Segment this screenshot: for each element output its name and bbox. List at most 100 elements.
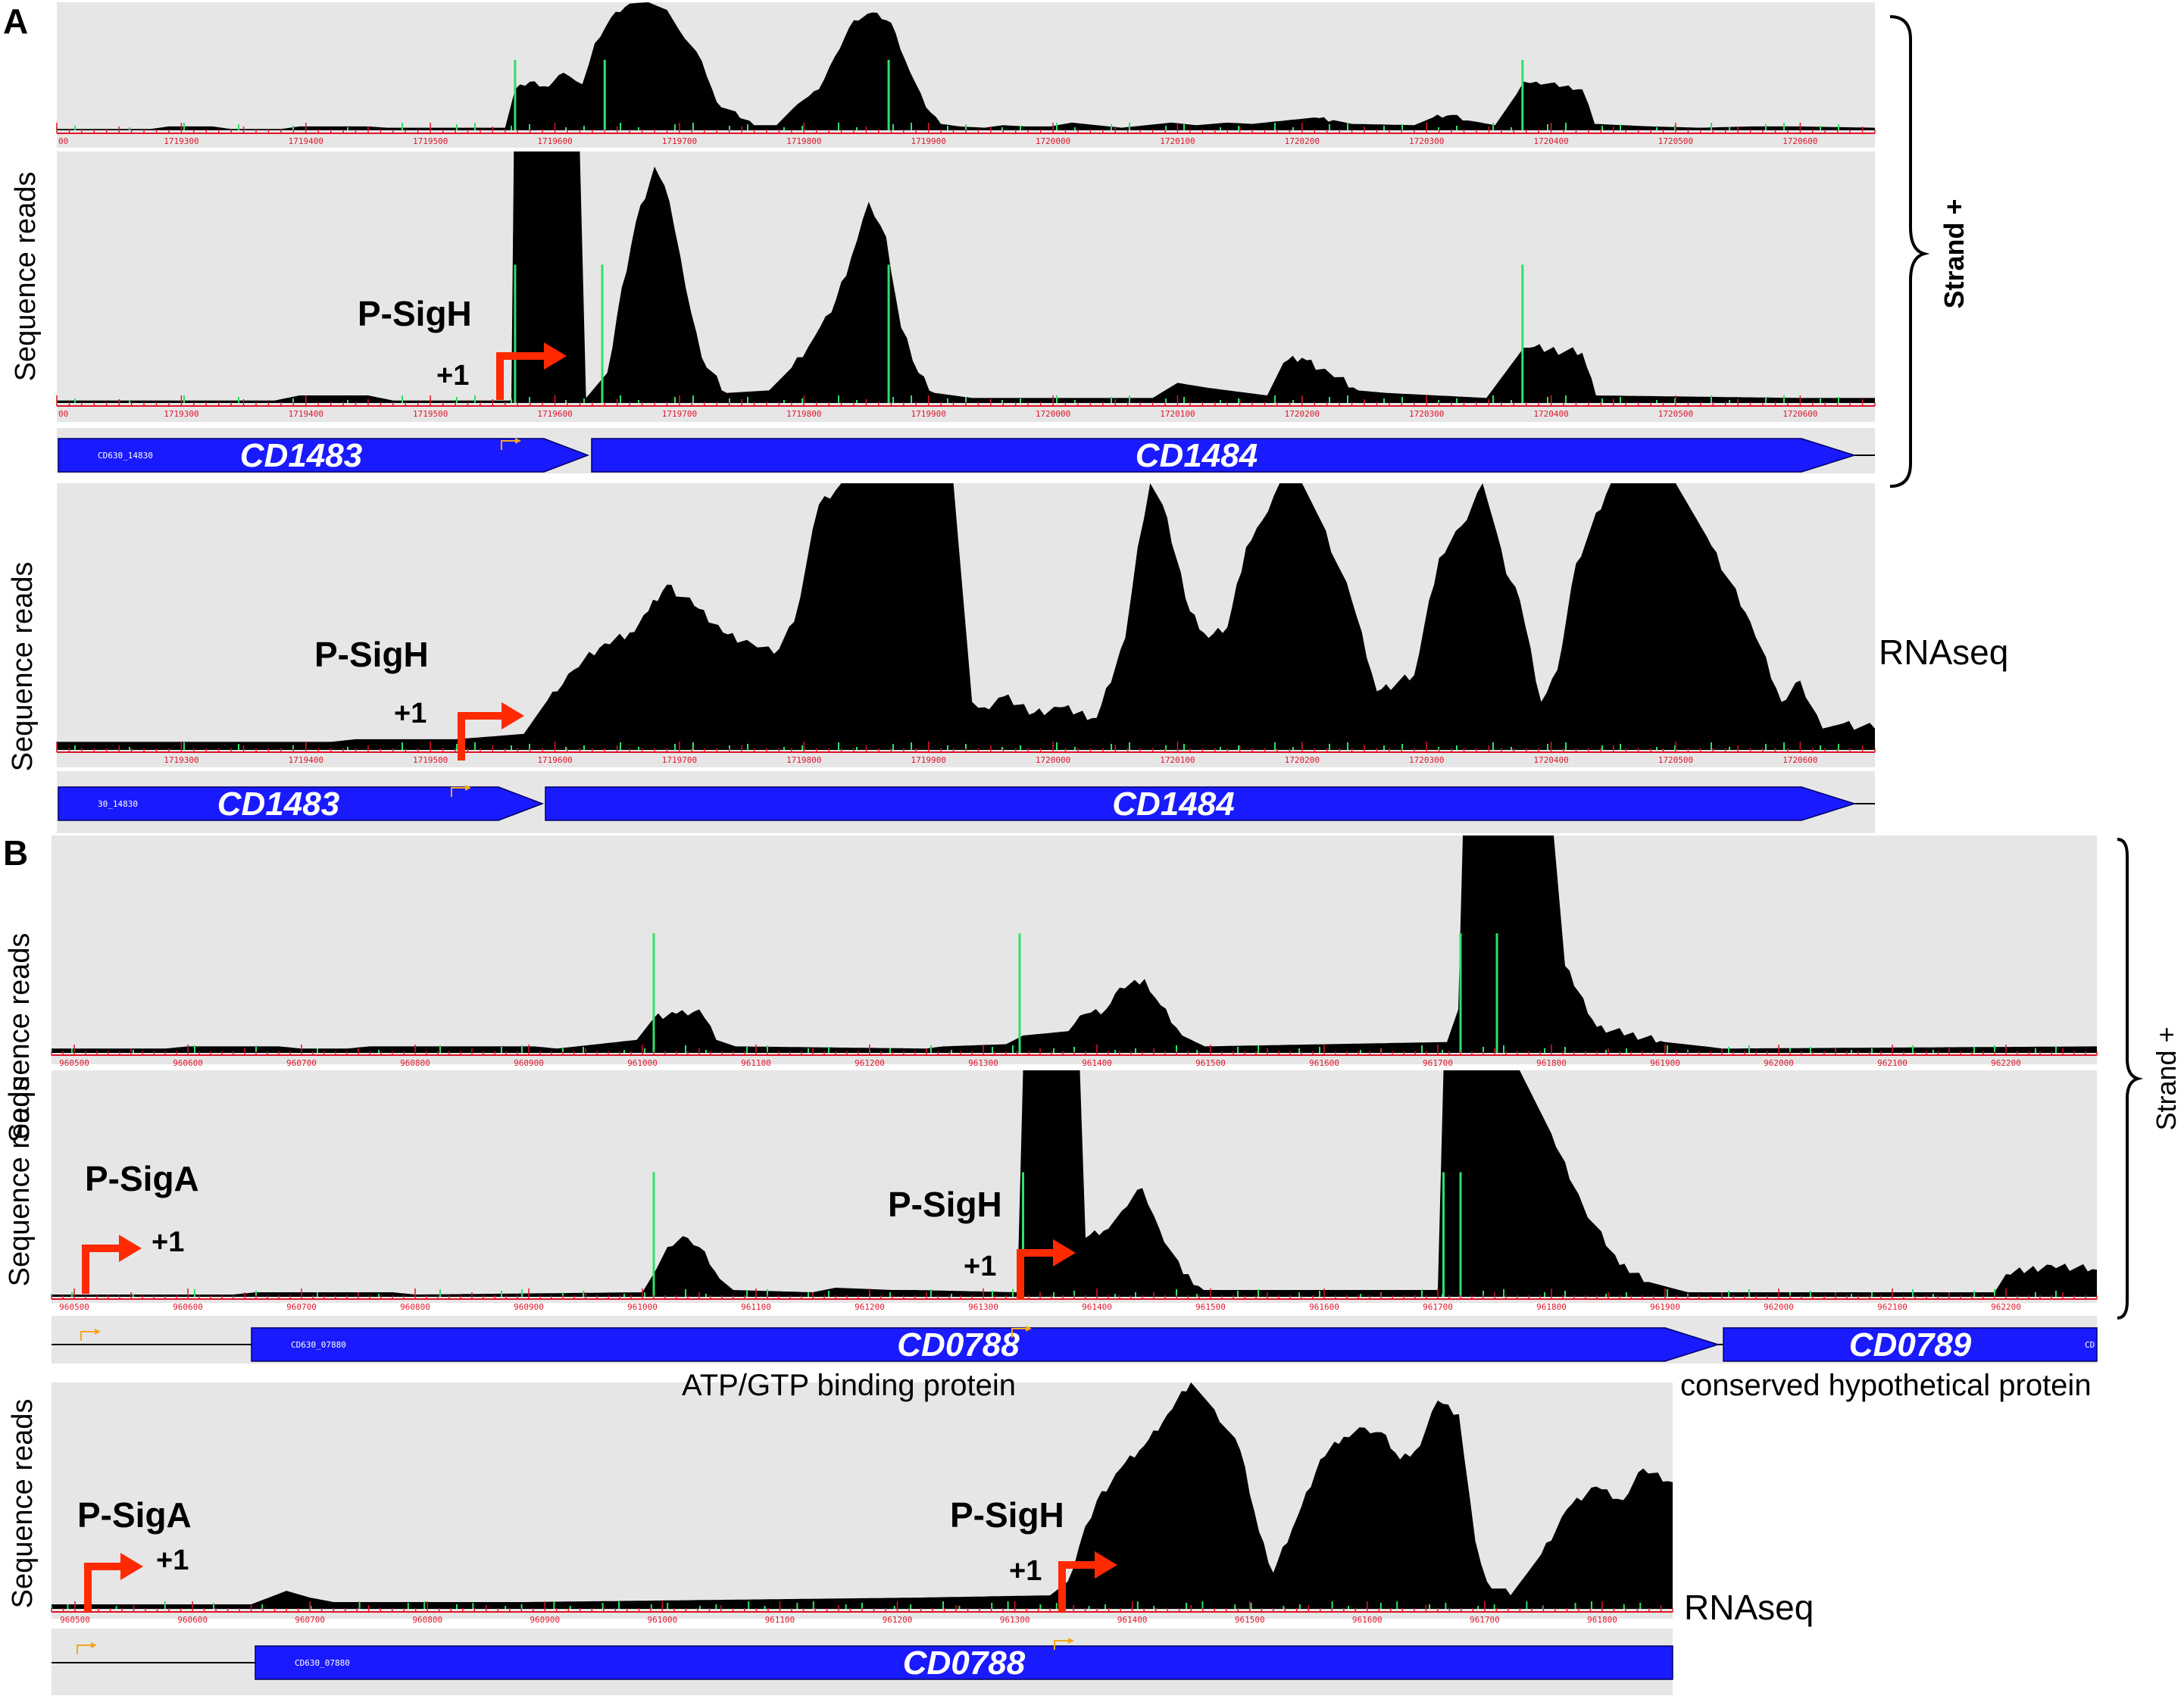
track-b3-ruler: 960500 960600 960700 960800 960900 961000 9611…	[51, 1601, 1673, 1625]
tick-label: 1720000	[1036, 755, 1070, 765]
gene-locus-tag: CD630_07880	[295, 1658, 350, 1668]
tick-label: 960900	[530, 1615, 560, 1625]
tick-label: 1719400	[289, 136, 323, 146]
small-tss-arrowhead-icon	[1068, 1638, 1074, 1644]
tick-label: 1719800	[786, 409, 821, 419]
gene-desc-cd0788: ATP/GTP binding protein	[682, 1369, 1016, 1402]
promoter-sigh-a3: P-SigH	[314, 635, 429, 674]
tick-label: 961400	[1082, 1302, 1112, 1312]
gene-name: CD1483	[217, 786, 339, 823]
promoter-siga-b3: P-SigA	[77, 1495, 192, 1535]
tick-label: 960700	[295, 1615, 325, 1625]
small-tss-arrow-icon	[80, 1331, 96, 1341]
tick-label: 962000	[1764, 1058, 1794, 1068]
tick-label: 1719900	[911, 409, 946, 419]
tick-label: 1720300	[1409, 136, 1444, 146]
strand-brace-a	[1889, 15, 1930, 488]
tick-label: 960900	[514, 1302, 544, 1312]
track-b-rna-genes: CD630_07880 CD0788	[52, 1638, 1673, 1682]
tick-label: 1720100	[1160, 409, 1195, 419]
small-tss-arrowhead-icon	[515, 438, 521, 444]
tick-label: 962200	[1991, 1302, 2021, 1312]
tick-label: 961700	[1423, 1058, 1453, 1068]
tick-label: 1720300	[1409, 755, 1444, 765]
small-tss-arrow-icon	[451, 787, 467, 797]
gene-arrow	[591, 438, 1857, 473]
tick-label: 1719600	[537, 755, 572, 765]
tick-label: 1720200	[1285, 136, 1320, 146]
tick-label: 1719500	[413, 136, 448, 146]
tick-label: 961600	[1309, 1058, 1339, 1068]
tick-label: 1719700	[662, 409, 697, 419]
tick-label: 1719600	[537, 136, 572, 146]
tick-label: 1719700	[662, 755, 697, 765]
gene-name: CD1484	[1136, 437, 1258, 474]
track-a-rna-genes: 30_14830 CD1483 CD1484	[58, 785, 1875, 823]
tick-label: 961800	[1587, 1615, 1617, 1625]
track-a3-ruler: 1719300 1719400 1719500 1719600 1719700 17198…	[56, 742, 1876, 765]
tick-label: 960500	[59, 1302, 89, 1312]
small-tss-arrowhead-icon	[91, 1642, 97, 1648]
tick-label: 961300	[968, 1302, 998, 1312]
tick-label: 1720000	[1036, 136, 1070, 146]
gene-name: CD1483	[240, 437, 362, 474]
tick-label: 1719300	[164, 409, 198, 419]
track-a-genes: CD630_14830 CD1483 CD1484	[58, 437, 1875, 474]
tick-label: 961400	[1082, 1058, 1112, 1068]
promoter-siga-b2: P-SigA	[85, 1159, 199, 1198]
tick-label: 961000	[627, 1058, 658, 1068]
tick-label: 00	[58, 409, 68, 419]
tick-label: 960600	[173, 1058, 203, 1068]
gene-arrow	[1723, 1327, 2098, 1362]
strand-label-a: Strand +	[1939, 198, 1970, 308]
tick-label: 960900	[514, 1058, 544, 1068]
track-b-genes: CD630_07880 CD0788 CD0789 CD	[52, 1326, 2098, 1363]
ylabel-a-top: Sequence reads	[10, 172, 42, 382]
tick-label: 960800	[400, 1302, 430, 1312]
tick-label: 1719500	[413, 409, 448, 419]
tick-label: 1720500	[1658, 409, 1693, 419]
tss-arrowhead-siga-b3	[120, 1553, 143, 1580]
tick-label: 961300	[1000, 1615, 1030, 1625]
panel-label-b: B	[3, 833, 28, 873]
gene-arrow	[58, 438, 590, 473]
tss-plus1-a2: +1	[436, 360, 469, 392]
tss-arrowhead-a3	[501, 702, 524, 729]
tick-label: 962100	[1877, 1058, 1907, 1068]
tick-label: 1720500	[1658, 755, 1693, 765]
tss-plus1-siga-b2: +1	[152, 1226, 184, 1258]
tick-label: 961500	[1195, 1058, 1226, 1068]
tick-label: 961100	[741, 1058, 771, 1068]
gene-locus-tag: 30_14830	[98, 799, 138, 809]
small-tss-arrow-icon	[77, 1644, 92, 1654]
tick-label: 960700	[286, 1302, 317, 1312]
rnaseq-label-b: RNAseq	[1684, 1588, 1814, 1627]
tick-label: 1719600	[537, 409, 572, 419]
tick-label: 1720400	[1533, 755, 1568, 765]
tss-arrowhead-sigh-b3	[1095, 1551, 1117, 1579]
tick-label: 961300	[968, 1058, 998, 1068]
track-a1-coverage	[56, 2, 1875, 130]
ylabel-b-rnaseq: Sequence reads	[7, 1399, 39, 1609]
tss-plus1-a3: +1	[394, 698, 426, 729]
gene-arrow	[255, 1645, 1673, 1680]
coverage-area	[52, 1070, 2097, 1297]
track-a3-coverage	[56, 483, 1875, 750]
tick-label: 961800	[1536, 1302, 1567, 1312]
tick-label: 961700	[1470, 1615, 1500, 1625]
tick-label: 1720400	[1533, 136, 1568, 146]
tss-arrow-a2	[496, 352, 545, 400]
tick-label: 1720600	[1783, 409, 1817, 419]
gene-locus-tag: CD	[2085, 1340, 2095, 1350]
gene-desc-cd0789: conserved hypothetical protein	[1680, 1369, 2092, 1402]
promoter-sigh-b3: P-SigH	[950, 1495, 1064, 1535]
tick-label: 961200	[855, 1302, 885, 1312]
tick-label: 961500	[1235, 1615, 1265, 1625]
tick-label: 960800	[400, 1058, 430, 1068]
tick-label: 961900	[1650, 1058, 1680, 1068]
tick-label: 960500	[60, 1615, 90, 1625]
tick-label: 1719900	[911, 755, 946, 765]
tick-label: 1720500	[1658, 136, 1693, 146]
tick-label: 962000	[1764, 1302, 1794, 1312]
